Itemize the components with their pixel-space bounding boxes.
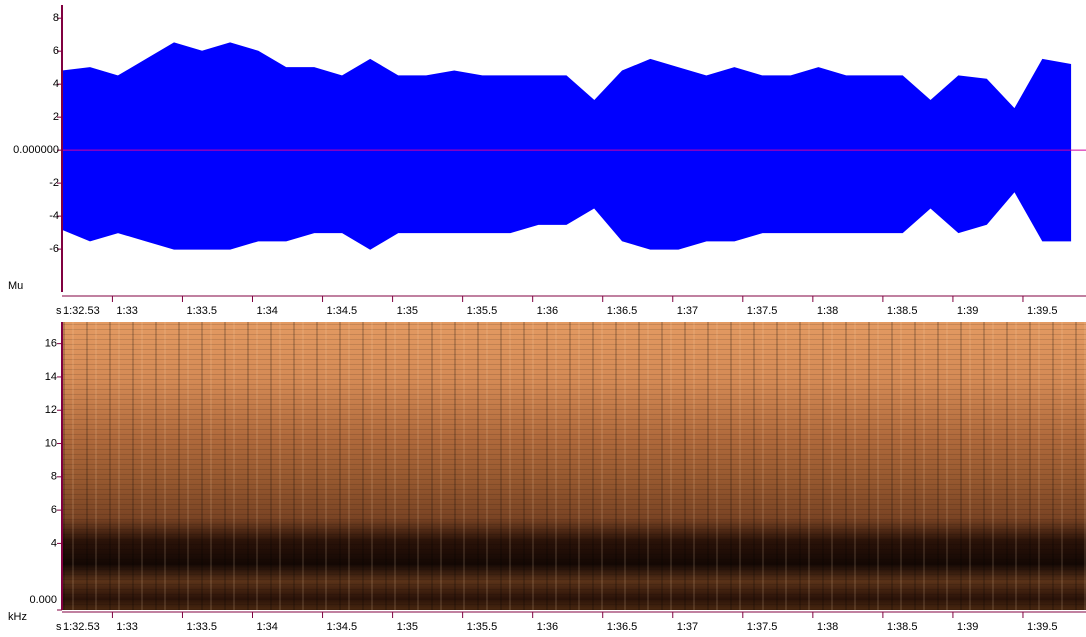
x-tick-label: 1:39 xyxy=(957,305,978,317)
x-tick-label: 1:38 xyxy=(817,305,838,317)
x-tick-label: 1:34 xyxy=(257,305,278,317)
time-prefix: s xyxy=(56,305,62,317)
x-tick-label: 1:35.5 xyxy=(467,305,498,317)
x-tick-label: 1:35 xyxy=(397,305,418,317)
x-tick-label: 1:39.5 xyxy=(1027,621,1058,633)
y-tick-label: -4 xyxy=(49,210,59,222)
y-tick-label: -6 xyxy=(49,243,59,255)
y-tick-label: 6 xyxy=(53,45,59,57)
x-tick-label: 1:35 xyxy=(397,621,418,633)
waveform xyxy=(61,42,1072,250)
x-tick-label: 1:33.5 xyxy=(186,621,217,633)
waveform-unit: Mu xyxy=(8,280,23,292)
time-start: 1:32.53 xyxy=(63,305,100,317)
x-tick-label: 1:37.5 xyxy=(747,621,778,633)
x-tick-label: 1:34 xyxy=(257,621,278,633)
x-tick-label: 1:37.5 xyxy=(747,305,778,317)
x-tick-label: 1:39 xyxy=(957,621,978,633)
time-start: 1:32.53 xyxy=(63,621,100,633)
x-tick-label: 1:38 xyxy=(817,621,838,633)
x-tick-label: 1:37 xyxy=(677,621,698,633)
x-tick-label: 1:38.5 xyxy=(887,621,918,633)
y-tick-label: 10 xyxy=(45,437,57,449)
x-tick-label: 1:37 xyxy=(677,305,698,317)
spectrogram-image xyxy=(63,322,1086,610)
x-tick-label: 1:35.5 xyxy=(467,621,498,633)
x-tick-label: 1:38.5 xyxy=(887,305,918,317)
x-tick-label: 1:33 xyxy=(116,621,137,633)
y-tick-label: 6 xyxy=(51,504,57,516)
y-tick-label: 4 xyxy=(53,78,59,90)
x-tick-label: 1:33 xyxy=(116,305,137,317)
time-prefix: s xyxy=(56,621,62,633)
x-tick-label: 1:36 xyxy=(537,621,558,633)
y-tick-label: 8 xyxy=(51,471,57,483)
x-tick-label: 1:36 xyxy=(537,305,558,317)
y-tick-label: -2 xyxy=(49,177,59,189)
y-tick-label: 0.000 xyxy=(29,594,57,606)
y-tick-label: 8 xyxy=(53,12,59,24)
x-tick-label: 1:33.5 xyxy=(186,305,217,317)
x-tick-label: 1:36.5 xyxy=(607,305,638,317)
y-tick-label: 16 xyxy=(45,338,57,350)
y-tick-label: 12 xyxy=(45,404,57,416)
x-tick-label: 1:36.5 xyxy=(607,621,638,633)
y-tick-label: 14 xyxy=(45,371,57,383)
x-tick-label: 1:39.5 xyxy=(1027,305,1058,317)
spectrogram-unit: kHz xyxy=(8,611,27,623)
y-tick-label: 2 xyxy=(53,111,59,123)
y-tick-label: 4 xyxy=(51,537,57,549)
y-tick-label: 0.000000 xyxy=(13,144,59,156)
x-tick-label: 1:34.5 xyxy=(327,621,358,633)
x-tick-label: 1:34.5 xyxy=(327,305,358,317)
